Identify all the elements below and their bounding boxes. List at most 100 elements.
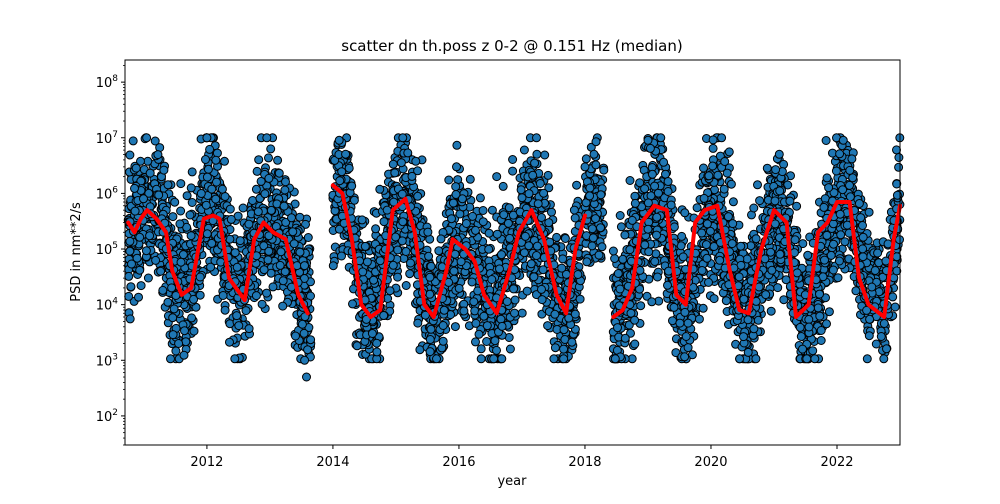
scatter-point: [852, 287, 860, 295]
scatter-point: [483, 322, 491, 330]
scatter-point: [231, 249, 239, 257]
scatter-point: [202, 201, 210, 209]
scatter-point: [373, 339, 381, 347]
scatter-point: [527, 260, 535, 268]
scatter-point: [874, 249, 882, 257]
x-tick-label: 2018: [568, 455, 601, 470]
scatter-point: [450, 267, 458, 275]
scatter-point: [412, 157, 420, 165]
scatter-point: [735, 273, 743, 281]
scatter-point: [425, 252, 433, 260]
scatter-point: [752, 235, 760, 243]
scatter-point: [479, 207, 487, 215]
scatter-point: [500, 211, 508, 219]
scatter-point: [880, 355, 888, 363]
scatter-point: [538, 296, 546, 304]
scatter-point: [641, 185, 649, 193]
scatter-point: [391, 169, 399, 177]
scatter-point: [771, 197, 779, 205]
scatter-point: [586, 192, 594, 200]
scatter-point: [169, 331, 177, 339]
scatter-point: [397, 159, 405, 167]
scatter-point: [372, 225, 380, 233]
scatter-point: [614, 270, 622, 278]
scatter-point: [424, 228, 432, 236]
scatter-point: [235, 322, 243, 330]
scatter-point: [709, 136, 717, 144]
scatter-point: [402, 248, 410, 256]
scatter-point: [775, 150, 783, 158]
scatter-point: [146, 232, 154, 240]
scatter-point: [408, 172, 416, 180]
scatter-point: [609, 247, 617, 255]
scatter-point: [213, 178, 221, 186]
scatter-point: [551, 310, 559, 318]
scatter-point: [573, 181, 581, 189]
scatter-point: [483, 338, 491, 346]
scatter-point: [793, 202, 801, 210]
scatter-point: [177, 180, 185, 188]
scatter-point: [389, 261, 397, 269]
scatter-point: [558, 264, 566, 272]
scatter-point: [786, 197, 794, 205]
scatter-point: [829, 266, 837, 274]
scatter-point: [439, 322, 447, 330]
scatter-point: [823, 320, 831, 328]
scatter-point: [208, 185, 216, 193]
scatter-point: [595, 251, 603, 259]
scatter-point: [342, 150, 350, 158]
scatter-point: [597, 191, 605, 199]
scatter-point: [728, 240, 736, 248]
scatter-point: [180, 351, 188, 359]
scatter-point: [803, 355, 811, 363]
scatter-point: [288, 214, 296, 222]
scatter-point: [544, 322, 552, 330]
scatter-point: [301, 262, 309, 270]
scatter-point: [723, 169, 731, 177]
scatter-point: [703, 220, 711, 228]
scatter-point: [264, 256, 272, 264]
scatter-point-outlier: [839, 136, 847, 144]
scatter-point: [187, 184, 195, 192]
scatter-point: [249, 197, 257, 205]
scatter-point: [186, 211, 194, 219]
scatter-point: [702, 241, 710, 249]
scatter-point: [202, 156, 210, 164]
scatter-point: [560, 355, 568, 363]
scatter-point-outlier: [581, 163, 589, 171]
scatter-point: [170, 305, 178, 313]
scatter-point: [676, 319, 684, 327]
scatter-point: [517, 186, 525, 194]
scatter-point: [835, 257, 843, 265]
scatter-point: [435, 247, 443, 255]
scatter-point-outlier: [493, 173, 501, 181]
scatter-point: [571, 310, 579, 318]
scatter-point: [893, 146, 901, 154]
scatter-point: [451, 250, 459, 258]
scatter-point: [772, 166, 780, 174]
scatter-point: [664, 281, 672, 289]
scatter-point: [505, 204, 513, 212]
scatter-point: [880, 320, 888, 328]
scatter-point: [823, 174, 831, 182]
scatter-point: [353, 342, 361, 350]
scatter-point: [226, 205, 234, 213]
scatter-point: [627, 309, 635, 317]
scatter-point: [493, 230, 501, 238]
scatter-point: [466, 175, 474, 183]
scatter-point: [154, 151, 162, 159]
scatter-point: [439, 337, 447, 345]
scatter-point: [617, 223, 625, 231]
scatter-point: [538, 214, 546, 222]
scatter-point: [394, 246, 402, 254]
scatter-point: [830, 240, 838, 248]
scatter-point-outlier: [644, 136, 652, 144]
scatter-point: [304, 234, 312, 242]
scatter-point: [509, 167, 517, 175]
scatter-point: [533, 252, 541, 260]
scatter-point: [129, 137, 137, 145]
scatter-point: [644, 225, 652, 233]
scatter-point: [670, 223, 678, 231]
